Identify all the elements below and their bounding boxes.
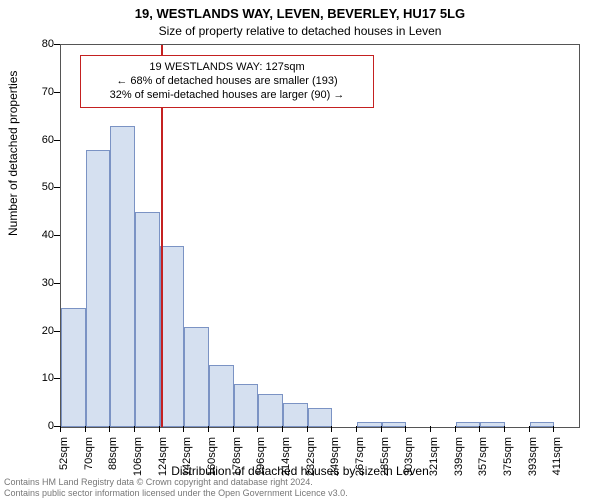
annotation-line-2: ← 68% of detached houses are smaller (19…: [89, 75, 365, 89]
histogram-chart: 19, WESTLANDS WAY, LEVEN, BEVERLEY, HU17…: [0, 0, 600, 500]
ytick-label: 20: [28, 325, 54, 337]
xtick-mark: [553, 426, 554, 432]
xtick-mark: [381, 426, 382, 432]
xtick-mark: [479, 426, 480, 432]
y-axis-label: Number of detached properties: [6, 71, 20, 236]
footer-line-1: Contains HM Land Registry data © Crown c…: [4, 477, 348, 487]
ytick-label: 80: [28, 38, 54, 50]
bar: [184, 327, 209, 427]
xtick-mark: [356, 426, 357, 432]
xtick-mark: [109, 426, 110, 432]
annotation-line-3: 32% of semi-detached houses are larger (…: [89, 89, 365, 103]
bar: [480, 422, 505, 427]
bar: [160, 246, 185, 427]
ytick-label: 60: [28, 134, 54, 146]
ytick-mark: [54, 44, 60, 45]
xtick-mark: [529, 426, 530, 432]
xtick-mark: [282, 426, 283, 432]
ytick-mark: [54, 378, 60, 379]
ytick-mark: [54, 92, 60, 93]
bar: [61, 308, 86, 427]
ytick-mark: [54, 331, 60, 332]
xtick-mark: [60, 426, 61, 432]
xtick-mark: [233, 426, 234, 432]
bar: [86, 150, 111, 427]
ytick-mark: [54, 187, 60, 188]
x-axis-label: Distribution of detached houses by size …: [0, 464, 600, 478]
footer-line-2: Contains public sector information licen…: [4, 488, 348, 498]
xtick-mark: [331, 426, 332, 432]
bar: [135, 212, 160, 427]
xtick-mark: [183, 426, 184, 432]
bar: [234, 384, 259, 427]
ytick-label: 30: [28, 277, 54, 289]
bar: [357, 422, 382, 427]
ytick-mark: [54, 283, 60, 284]
ytick-label: 0: [28, 420, 54, 432]
xtick-mark: [405, 426, 406, 432]
bar: [110, 126, 135, 427]
xtick-mark: [257, 426, 258, 432]
xtick-mark: [307, 426, 308, 432]
ytick-label: 10: [28, 372, 54, 384]
chart-title-main: 19, WESTLANDS WAY, LEVEN, BEVERLEY, HU17…: [0, 6, 600, 21]
ytick-label: 40: [28, 229, 54, 241]
xtick-mark: [504, 426, 505, 432]
xtick-mark: [455, 426, 456, 432]
xtick-mark: [208, 426, 209, 432]
bar: [308, 408, 333, 427]
chart-title-sub: Size of property relative to detached ho…: [0, 24, 600, 38]
ytick-label: 50: [28, 181, 54, 193]
bar: [530, 422, 555, 427]
footer-attribution: Contains HM Land Registry data © Crown c…: [4, 477, 348, 498]
xtick-mark: [134, 426, 135, 432]
xtick-mark: [85, 426, 86, 432]
xtick-mark: [159, 426, 160, 432]
annotation-box: 19 WESTLANDS WAY: 127sqm ← 68% of detach…: [80, 55, 374, 108]
xtick-mark: [430, 426, 431, 432]
ytick-label: 70: [28, 86, 54, 98]
ytick-mark: [54, 140, 60, 141]
annotation-line-1: 19 WESTLANDS WAY: 127sqm: [89, 61, 365, 75]
bar: [209, 365, 234, 427]
bar: [382, 422, 407, 427]
bar: [283, 403, 308, 427]
bar: [258, 394, 283, 427]
bar: [456, 422, 481, 427]
ytick-mark: [54, 235, 60, 236]
